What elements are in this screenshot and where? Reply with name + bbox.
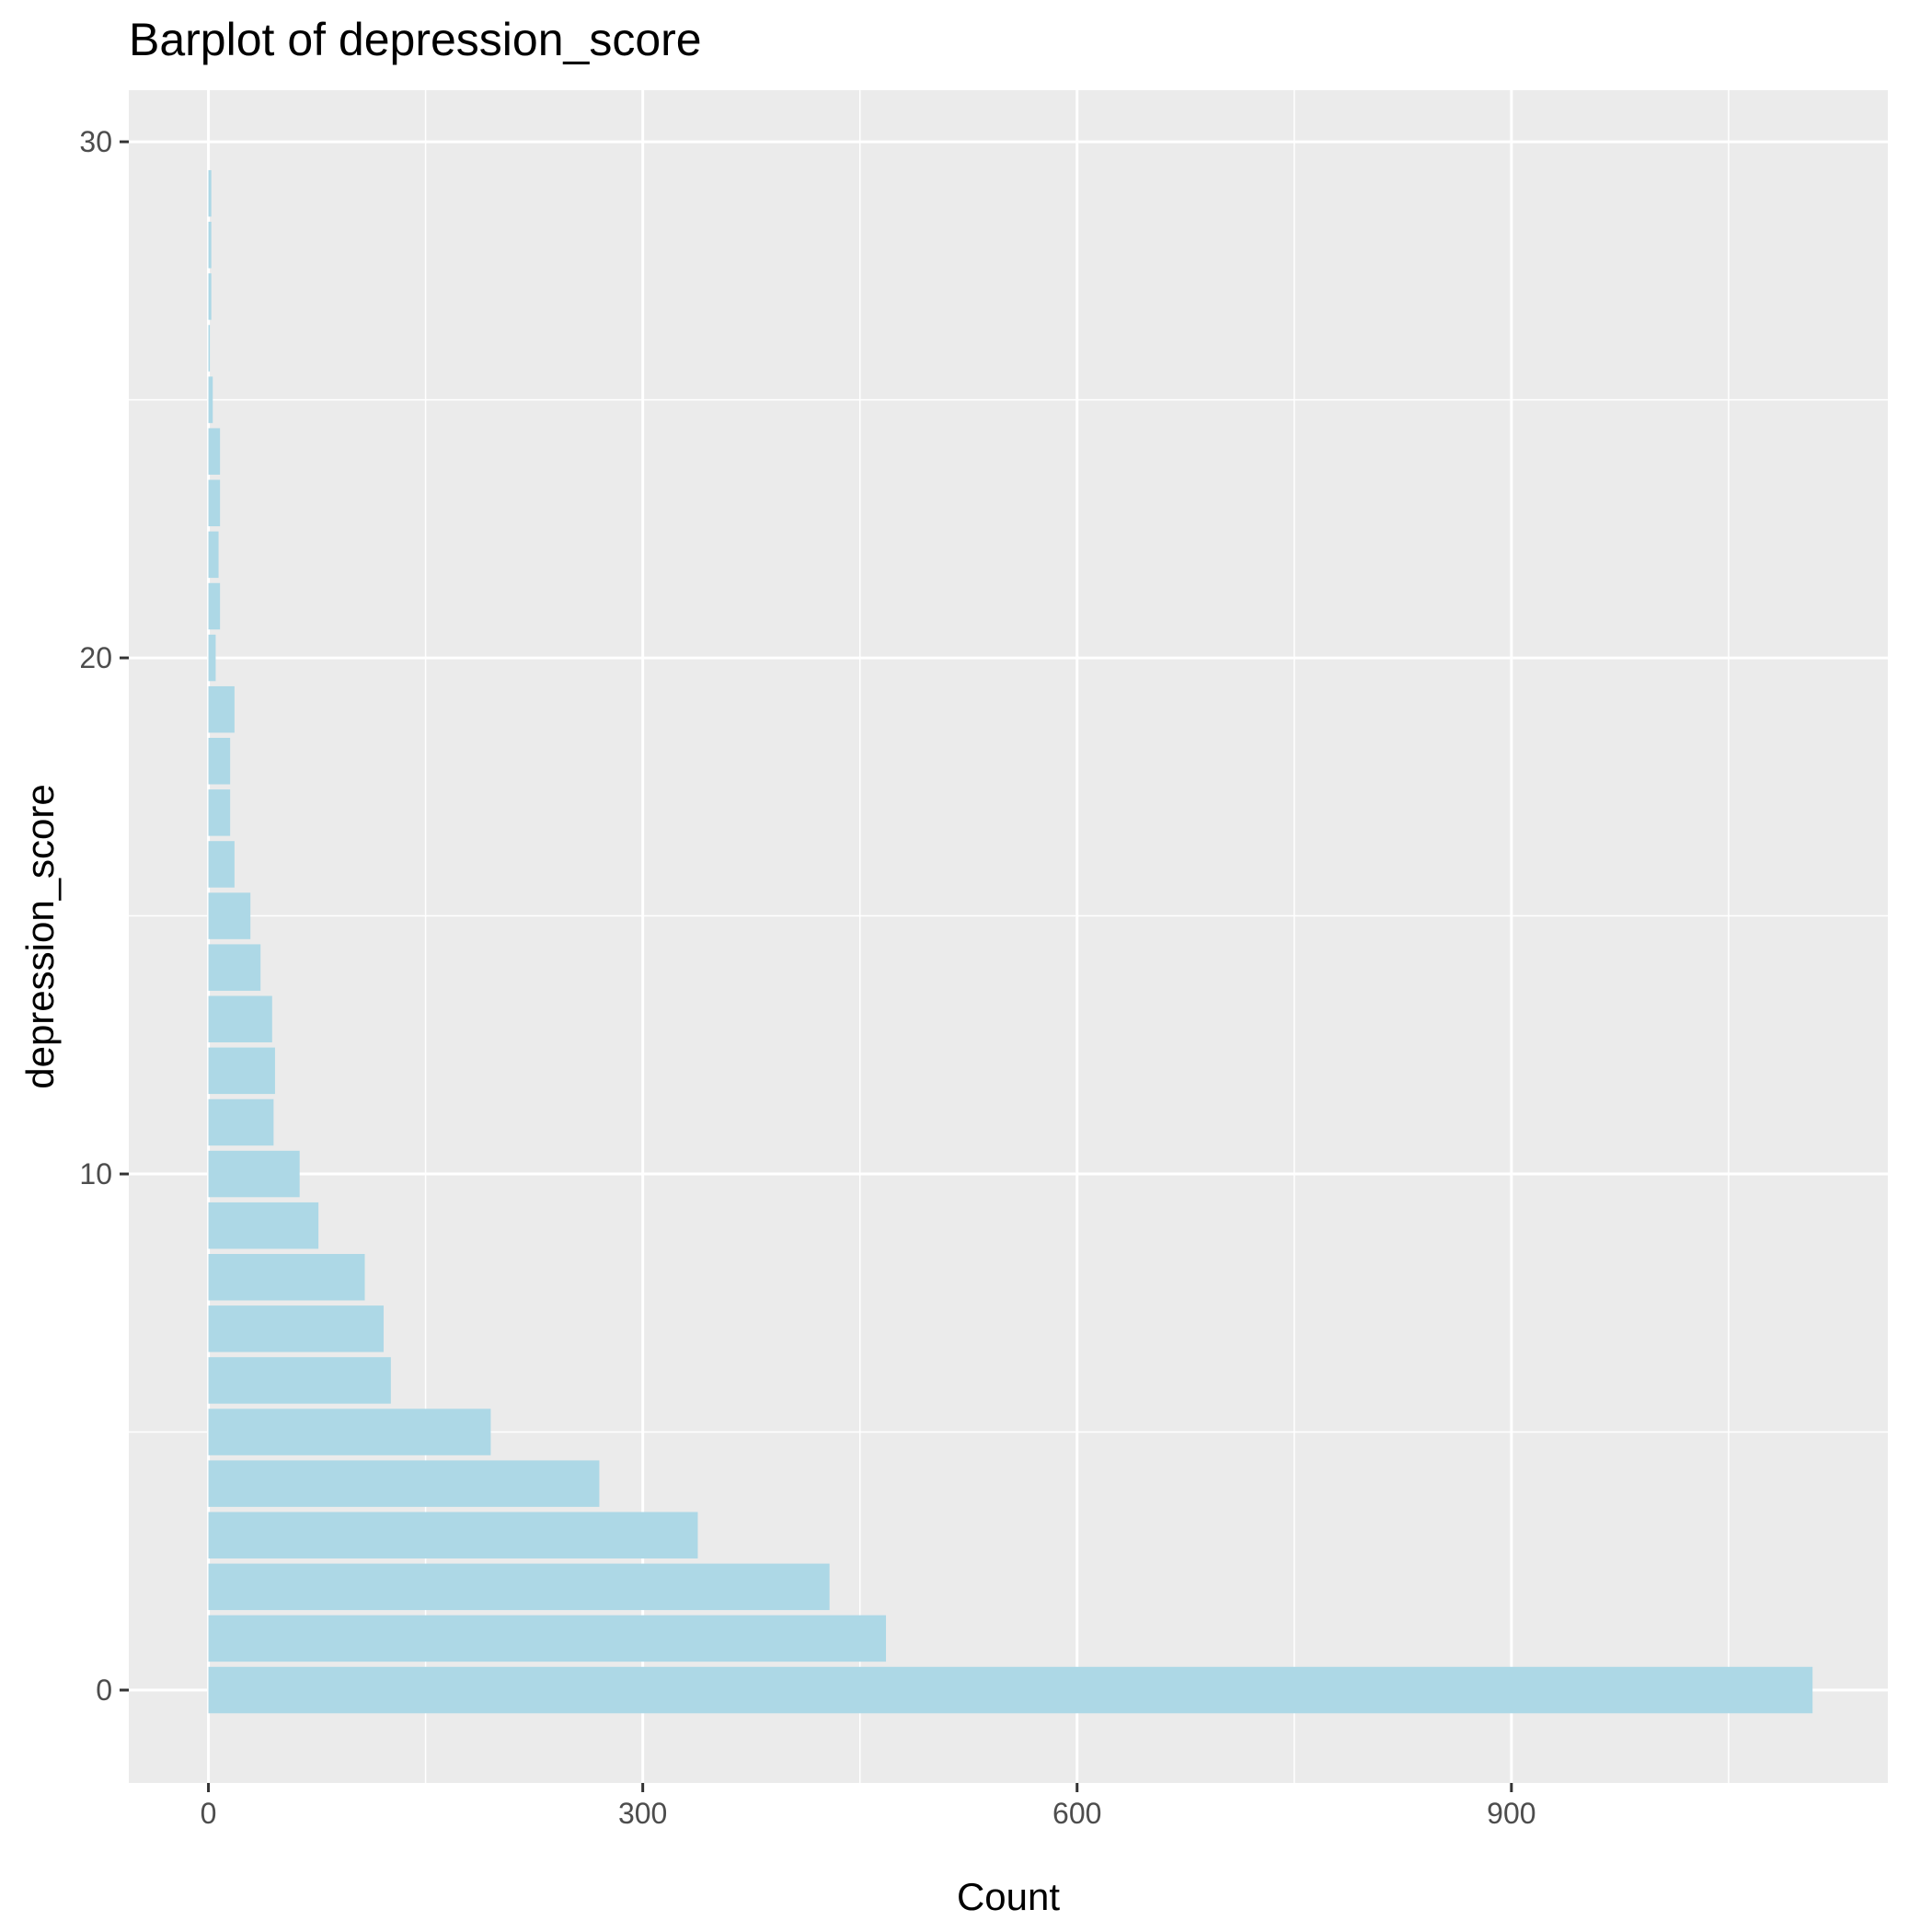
- bar: [208, 1202, 319, 1249]
- bar: [208, 273, 212, 320]
- bar: [208, 376, 213, 423]
- bar: [208, 995, 272, 1042]
- y-axis: 0 10 20 30: [79, 125, 129, 1707]
- bar: [208, 841, 235, 888]
- x-tick-label: 0: [201, 1797, 217, 1830]
- x-tick-label: 600: [1052, 1797, 1101, 1830]
- bar: [208, 1357, 391, 1404]
- bar: [208, 1512, 698, 1558]
- x-tick-label: 300: [618, 1797, 667, 1830]
- major-gridlines: [129, 90, 1888, 1783]
- bar: [208, 1666, 1813, 1714]
- bar: [208, 1098, 274, 1146]
- bar: [208, 738, 231, 785]
- bar: [208, 1150, 300, 1198]
- minor-gridlines: [129, 90, 1888, 1783]
- bar: [208, 1409, 491, 1455]
- bar: [208, 428, 221, 475]
- bar: [208, 685, 235, 733]
- y-tick-label: 30: [79, 125, 112, 158]
- y-axis-title: depression_score: [18, 784, 62, 1089]
- bar: [208, 1460, 600, 1507]
- bar: [208, 789, 231, 836]
- y-tick-label: 0: [96, 1673, 112, 1707]
- bar: [208, 479, 221, 527]
- x-axis: 0 300 600 900: [201, 1783, 1536, 1830]
- bar: [208, 1305, 384, 1352]
- bar: [208, 892, 251, 939]
- bar: [208, 944, 261, 991]
- bar: [208, 1047, 275, 1095]
- bar: [208, 1615, 887, 1662]
- y-tick-label: 20: [79, 641, 112, 674]
- bar: [208, 531, 219, 579]
- bar: [208, 1563, 830, 1611]
- bar: [208, 634, 216, 682]
- bar: [208, 325, 211, 372]
- bar: [208, 1254, 365, 1301]
- bar: [208, 582, 221, 630]
- x-tick-label: 900: [1487, 1797, 1535, 1830]
- bar: [208, 169, 212, 217]
- y-tick-label: 10: [79, 1157, 112, 1190]
- chart-title: Barplot of depression_score: [129, 14, 702, 65]
- bar: [208, 222, 212, 269]
- bars: [208, 169, 1813, 1714]
- x-axis-title: Count: [957, 1875, 1060, 1918]
